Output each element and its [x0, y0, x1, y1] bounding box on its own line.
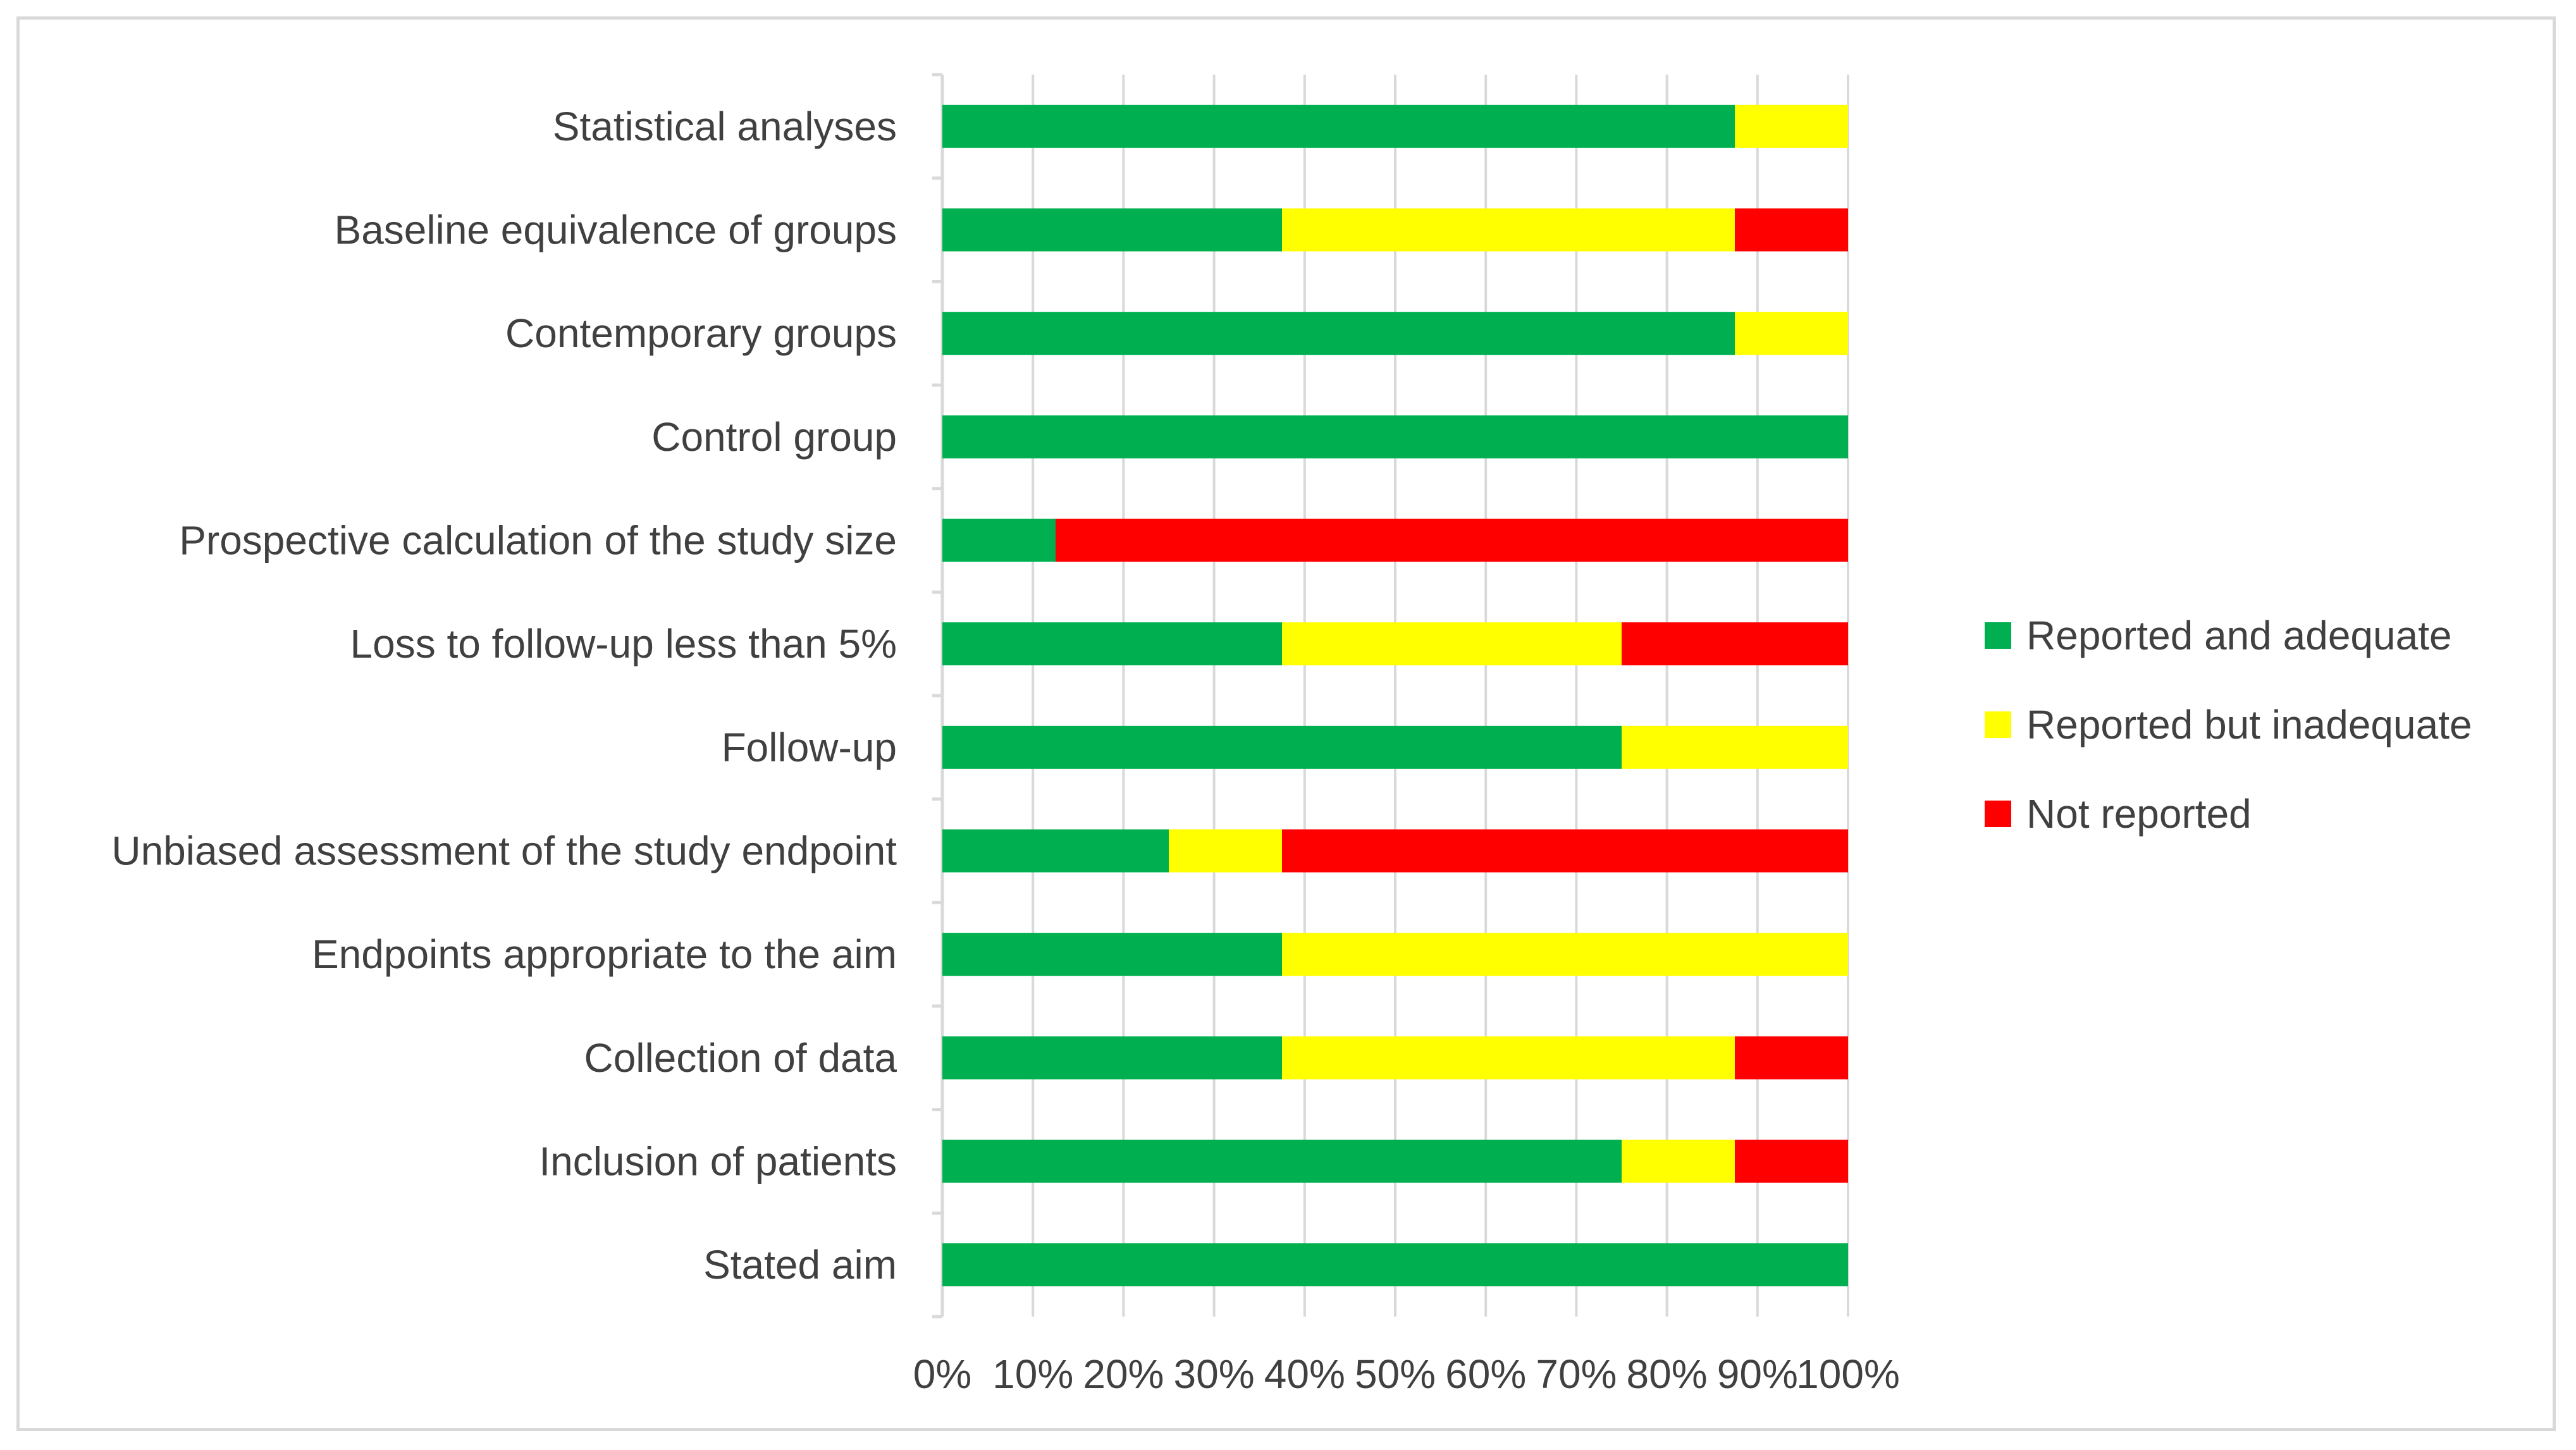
bar-segment-10-2	[1735, 1140, 1848, 1183]
bar-segment-2-0	[942, 312, 1735, 355]
bar-segment-5-2	[1622, 622, 1848, 666]
category-label-1: Baseline equivalence of groups	[335, 207, 897, 253]
bar-segment-4-2	[1056, 519, 1848, 562]
category-label-6: Follow-up	[722, 725, 897, 770]
x-tick-label-1: 10%	[992, 1351, 1073, 1397]
x-tick-label-5: 50%	[1355, 1351, 1436, 1397]
legend-swatch-1	[1985, 711, 2011, 738]
category-label-0: Statistical analyses	[553, 104, 897, 149]
x-tick-labels: 0% 10% 20% 30% 40% 50% 60% 70% 80% 90%100%	[913, 1351, 1900, 1397]
x-tick-label-4: 40%	[1264, 1351, 1345, 1397]
bar-segment-5-0	[942, 622, 1282, 666]
bar-segment-6-0	[942, 725, 1622, 769]
x-tick-label-7: 70%	[1536, 1351, 1617, 1397]
bar-segment-0-1	[1735, 104, 1848, 148]
bar-segment-1-0	[942, 208, 1282, 252]
x-tick-label-2: 20%	[1083, 1351, 1164, 1397]
bar-segment-10-0	[942, 1140, 1622, 1183]
legend-swatch-0	[1985, 622, 2011, 649]
x-tick-label-3: 30%	[1174, 1351, 1255, 1397]
category-label-7: Unbiased assessment of the study endpoin…	[111, 828, 897, 874]
bar-segment-5-1	[1282, 622, 1622, 666]
bars	[942, 104, 1848, 1287]
bar-segment-3-0	[942, 415, 1848, 458]
x-tick-label-8: 80%	[1627, 1351, 1708, 1397]
bar-segment-1-1	[1282, 208, 1735, 252]
bar-segment-9-2	[1735, 1036, 1848, 1079]
category-label-10: Inclusion of patients	[539, 1139, 897, 1184]
y-axis	[932, 73, 944, 1318]
legend: Reported and adequate Reported but inadeq…	[1985, 613, 2472, 837]
bar-segment-7-0	[942, 829, 1169, 873]
x-tick-label-10: 100%	[1796, 1351, 1900, 1397]
legend-swatch-2	[1985, 801, 2011, 827]
category-labels: Statistical analyses Baseline equivalence…	[111, 104, 897, 1287]
category-label-8: Endpoints appropriate to the aim	[312, 931, 897, 977]
chart-frame	[16, 16, 2556, 1431]
bar-segment-8-1	[1282, 933, 1848, 976]
bar-segment-8-0	[942, 933, 1282, 976]
category-label-3: Control group	[651, 414, 897, 460]
bar-segment-7-1	[1169, 829, 1282, 873]
bar-segment-10-1	[1622, 1140, 1735, 1183]
bar-segment-9-1	[1282, 1036, 1735, 1079]
bar-segment-1-2	[1735, 208, 1848, 252]
bar-segment-9-0	[942, 1036, 1282, 1079]
category-label-2: Contemporary groups	[505, 310, 897, 356]
category-label-11: Stated aim	[703, 1242, 897, 1287]
x-tick-label-6: 60%	[1445, 1351, 1526, 1397]
bar-segment-7-2	[1282, 829, 1848, 873]
bar-segment-4-0	[942, 519, 1056, 562]
legend-label-1: Reported but inadequate	[2026, 702, 2472, 747]
legend-label-2: Not reported	[2026, 791, 2252, 837]
gridlines	[941, 75, 1849, 1317]
bar-segment-11-0	[942, 1243, 1848, 1287]
bar-segment-0-0	[942, 104, 1735, 148]
x-tick-label-0: 0%	[913, 1351, 972, 1397]
category-label-4: Prospective calculation of the study siz…	[179, 518, 897, 563]
legend-label-0: Reported and adequate	[2026, 613, 2452, 658]
category-label-9: Collection of data	[584, 1035, 897, 1081]
bar-segment-6-1	[1622, 725, 1848, 769]
bar-segment-2-1	[1735, 312, 1848, 355]
category-label-5: Loss to follow-up less than 5%	[350, 621, 897, 667]
x-tick-label-9: 90%	[1717, 1351, 1798, 1397]
